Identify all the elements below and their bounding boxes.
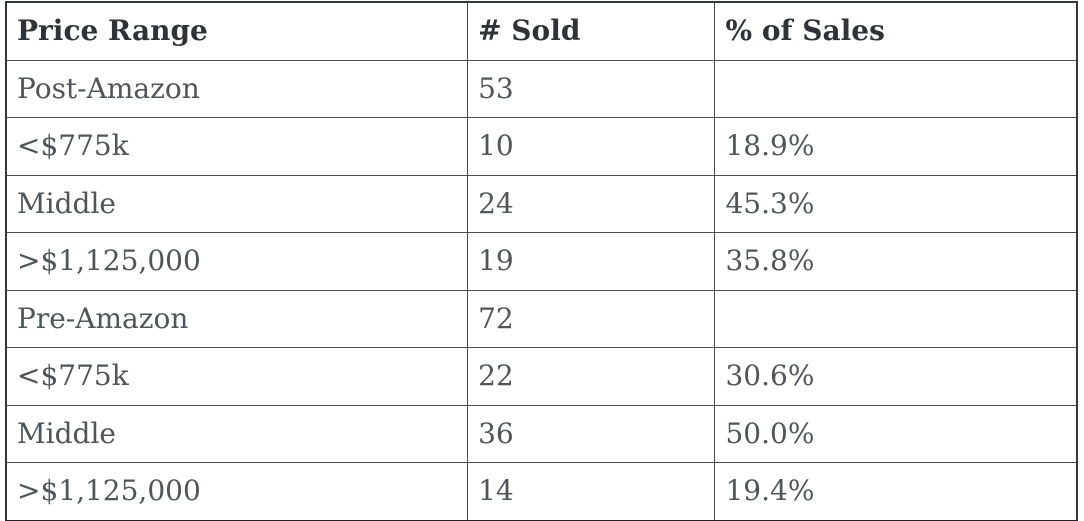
cell-price-range: <$775k: [5, 117, 469, 176]
column-header-num-sold: # Sold: [467, 1, 716, 61]
cell-price-range: >$1,125,000: [5, 462, 469, 521]
cell-num-sold: 22: [467, 347, 716, 406]
cell-pct-of-sales: [714, 59, 1078, 118]
table-row: Middle 36 50.0%: [5, 404, 1078, 463]
cell-price-range: Middle: [5, 174, 469, 233]
cell-num-sold: 19: [467, 232, 716, 291]
table-header: Price Range # Sold % of Sales: [5, 1, 1078, 61]
table-row: Post-Amazon 53: [5, 59, 1078, 118]
cell-pct-of-sales: 18.9%: [714, 117, 1078, 176]
table-row: Pre-Amazon 72: [5, 289, 1078, 348]
cell-pct-of-sales: 19.4%: [714, 462, 1078, 521]
header-row: Price Range # Sold % of Sales: [5, 1, 1078, 61]
column-header-price-range: Price Range: [5, 1, 469, 61]
cell-pct-of-sales: 30.6%: [714, 347, 1078, 406]
table-row: >$1,125,000 14 19.4%: [5, 462, 1078, 521]
price-range-sales-table: Price Range # Sold % of Sales Post-Amazo…: [5, 1, 1078, 521]
cell-num-sold: 10: [467, 117, 716, 176]
cell-num-sold: 14: [467, 462, 716, 521]
cell-price-range: <$775k: [5, 347, 469, 406]
cell-pct-of-sales: 45.3%: [714, 174, 1078, 233]
cell-num-sold: 24: [467, 174, 716, 233]
cell-price-range: Middle: [5, 404, 469, 463]
cell-pct-of-sales: [714, 289, 1078, 348]
table-row: <$775k 22 30.6%: [5, 347, 1078, 406]
cell-price-range: Pre-Amazon: [5, 289, 469, 348]
cell-price-range: >$1,125,000: [5, 232, 469, 291]
cell-num-sold: 72: [467, 289, 716, 348]
table-row: Middle 24 45.3%: [5, 174, 1078, 233]
cell-pct-of-sales: 35.8%: [714, 232, 1078, 291]
column-header-pct-of-sales: % of Sales: [714, 1, 1078, 61]
cell-num-sold: 53: [467, 59, 716, 118]
cell-num-sold: 36: [467, 404, 716, 463]
cell-pct-of-sales: 50.0%: [714, 404, 1078, 463]
cell-price-range: Post-Amazon: [5, 59, 469, 118]
table-row: <$775k 10 18.9%: [5, 117, 1078, 176]
table-row: >$1,125,000 19 35.8%: [5, 232, 1078, 291]
table-body: Post-Amazon 53 <$775k 10 18.9% Middle 24…: [5, 59, 1078, 521]
